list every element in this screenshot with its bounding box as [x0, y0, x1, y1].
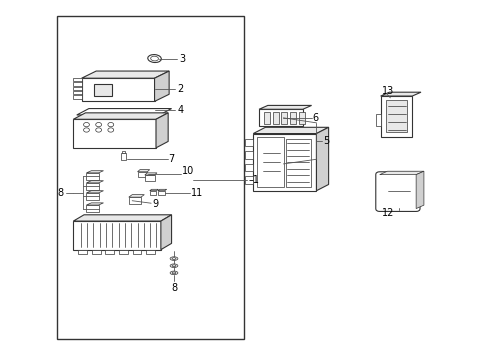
Polygon shape	[316, 127, 328, 191]
Polygon shape	[152, 115, 158, 119]
Polygon shape	[81, 78, 154, 102]
Bar	[121, 153, 126, 159]
Ellipse shape	[172, 272, 176, 274]
Polygon shape	[73, 78, 81, 81]
Polygon shape	[86, 183, 99, 190]
Polygon shape	[86, 171, 103, 173]
Polygon shape	[128, 195, 144, 197]
Polygon shape	[103, 115, 110, 119]
Bar	[122, 151, 125, 153]
Polygon shape	[144, 175, 154, 181]
Polygon shape	[122, 115, 129, 119]
Bar	[105, 249, 114, 254]
Polygon shape	[245, 139, 253, 146]
Polygon shape	[253, 127, 328, 134]
Bar	[146, 249, 155, 254]
Ellipse shape	[147, 55, 161, 63]
FancyBboxPatch shape	[375, 172, 419, 211]
Bar	[289, 112, 295, 123]
Polygon shape	[144, 173, 157, 175]
Polygon shape	[73, 221, 161, 249]
Text: 8: 8	[58, 188, 63, 198]
Text: 11: 11	[191, 188, 203, 198]
Polygon shape	[137, 170, 149, 172]
Bar	[119, 249, 127, 254]
Bar	[286, 139, 310, 187]
Text: 10: 10	[182, 166, 194, 176]
Text: 12: 12	[381, 208, 393, 218]
Bar	[298, 112, 304, 123]
Text: 8: 8	[171, 283, 177, 293]
Polygon shape	[154, 71, 169, 102]
Ellipse shape	[172, 258, 176, 260]
Polygon shape	[86, 205, 99, 212]
Text: 3: 3	[179, 54, 184, 64]
Text: 6: 6	[312, 113, 318, 123]
Ellipse shape	[150, 56, 158, 61]
Ellipse shape	[170, 257, 178, 260]
Bar	[149, 191, 156, 195]
Polygon shape	[73, 119, 156, 148]
Polygon shape	[158, 189, 166, 191]
Polygon shape	[113, 115, 119, 119]
Bar	[158, 191, 164, 195]
Bar	[57, 16, 244, 339]
Polygon shape	[245, 176, 253, 184]
Polygon shape	[81, 71, 169, 78]
Bar	[78, 249, 87, 254]
Bar	[281, 112, 287, 123]
Polygon shape	[156, 113, 168, 148]
Text: 5: 5	[323, 136, 329, 146]
Polygon shape	[86, 191, 103, 193]
Polygon shape	[86, 181, 103, 183]
Polygon shape	[137, 172, 147, 177]
Polygon shape	[132, 115, 139, 119]
Polygon shape	[380, 96, 411, 137]
Text: 13: 13	[381, 86, 393, 96]
Polygon shape	[375, 114, 380, 126]
Polygon shape	[73, 215, 171, 221]
Polygon shape	[86, 203, 103, 205]
Polygon shape	[259, 105, 311, 109]
Polygon shape	[259, 109, 302, 126]
Bar	[385, 100, 407, 132]
Polygon shape	[161, 215, 171, 249]
Polygon shape	[245, 152, 253, 158]
Bar	[128, 197, 141, 204]
Bar	[272, 112, 278, 123]
Polygon shape	[73, 87, 81, 90]
Polygon shape	[149, 189, 158, 191]
Text: 2: 2	[177, 84, 183, 94]
Polygon shape	[77, 109, 171, 115]
Polygon shape	[253, 134, 316, 191]
Polygon shape	[73, 82, 81, 86]
Polygon shape	[415, 171, 423, 208]
Bar	[132, 249, 141, 254]
Text: 9: 9	[152, 199, 158, 209]
Bar	[264, 112, 269, 123]
Polygon shape	[73, 95, 81, 99]
Polygon shape	[245, 164, 253, 171]
Bar	[257, 137, 284, 187]
Text: 7: 7	[168, 154, 175, 164]
Polygon shape	[142, 115, 148, 119]
Polygon shape	[73, 113, 168, 119]
Text: –1: –1	[248, 175, 259, 185]
Ellipse shape	[170, 264, 178, 267]
Polygon shape	[84, 115, 90, 119]
Ellipse shape	[172, 265, 176, 267]
Polygon shape	[73, 91, 81, 94]
Polygon shape	[379, 171, 423, 175]
Polygon shape	[94, 115, 100, 119]
Polygon shape	[86, 193, 99, 200]
Bar	[94, 84, 112, 96]
Bar	[92, 249, 101, 254]
Ellipse shape	[170, 271, 178, 275]
Polygon shape	[380, 92, 420, 96]
Text: 4: 4	[177, 105, 183, 115]
Polygon shape	[86, 173, 99, 180]
